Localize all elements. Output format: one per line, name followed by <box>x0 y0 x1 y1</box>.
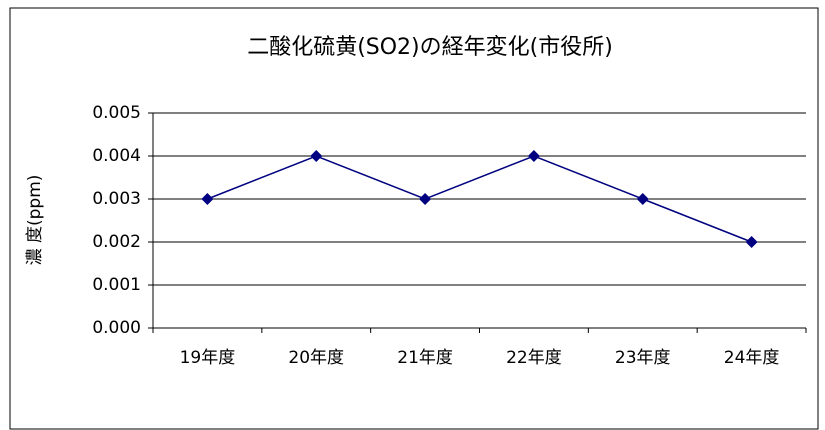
x-tick-label: 20年度 <box>288 348 344 368</box>
data-point <box>419 193 432 205</box>
x-tick-label: 21年度 <box>397 348 453 368</box>
x-tick-label: 24年度 <box>724 348 780 368</box>
y-tick-label: 0.002 <box>92 232 141 252</box>
x-tick-label: 23年度 <box>615 348 671 368</box>
data-point <box>310 150 323 162</box>
data-point <box>201 193 214 205</box>
y-tick-label: 0.000 <box>92 318 141 338</box>
data-point <box>745 236 758 248</box>
y-tick-label: 0.001 <box>92 275 141 295</box>
y-tick-label: 0.005 <box>92 103 141 123</box>
data-point <box>636 193 649 205</box>
x-tick-label: 19年度 <box>180 348 236 368</box>
data-point <box>527 150 540 162</box>
chart-title: 二酸化硫黄(SO2)の経年変化(市役所) <box>247 35 613 60</box>
series-line <box>207 155 752 243</box>
y-tick-label: 0.003 <box>92 189 141 209</box>
y-tick-label: 0.004 <box>92 146 141 166</box>
y-axis-label: 濃 度(ppm) <box>25 175 45 266</box>
chart-border <box>9 7 819 430</box>
x-tick-label: 22年度 <box>506 348 562 368</box>
